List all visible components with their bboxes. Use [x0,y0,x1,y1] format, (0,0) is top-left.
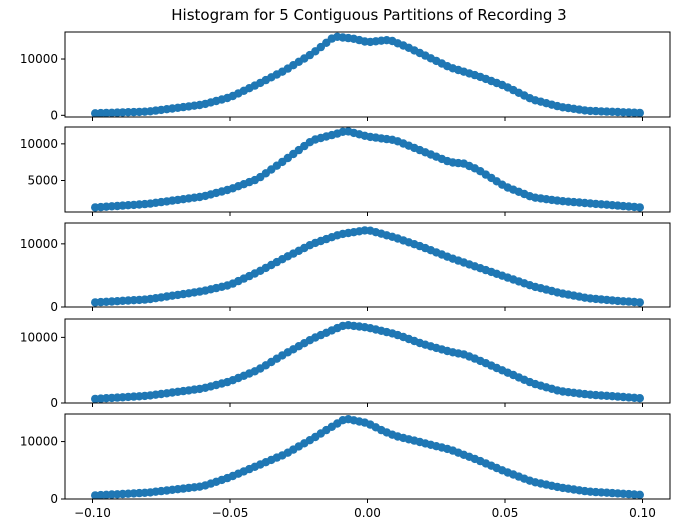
x-tick-label: −0.05 [212,506,249,520]
subplot-5: 0 10000 −0.10 −0.05 0.00 0.05 0.10 [20,413,671,520]
x-tick-label: 0.10 [629,506,656,520]
x-tick-label: −0.10 [74,506,111,520]
chart-title: Histogram for 5 Contiguous Partitions of… [171,6,567,24]
data-point [635,298,644,307]
series-group [91,32,644,117]
data-point [635,108,644,117]
y-tick-label: 0 [50,300,58,314]
y-tick-label: 10000 [20,237,58,251]
subplot-1: 0 10000 [20,31,671,122]
data-point [635,490,644,499]
y-tick-label: 10000 [20,435,58,449]
data-point [635,394,644,403]
subplot-4: 0 10000 [20,318,671,410]
series-group [91,321,644,403]
y-tick-label: 10000 [20,52,58,66]
y-tick-label: 10000 [20,137,58,151]
series-group [91,226,644,307]
series-line [95,36,640,115]
series-group [91,127,644,212]
data-point [635,203,644,212]
series-group [91,415,644,499]
subplot-3: 0 10000 [20,222,671,314]
y-tick-label: 5000 [27,173,58,187]
x-tick-label: 0.05 [492,506,519,520]
y-tick-label: 0 [50,396,58,410]
y-tick-label: 10000 [20,330,58,344]
subplot-2: 5000 10000 [20,126,671,216]
y-tick-label: 0 [50,492,58,506]
y-tick-label: 0 [50,108,58,122]
x-tick-label: 0.00 [354,506,381,520]
